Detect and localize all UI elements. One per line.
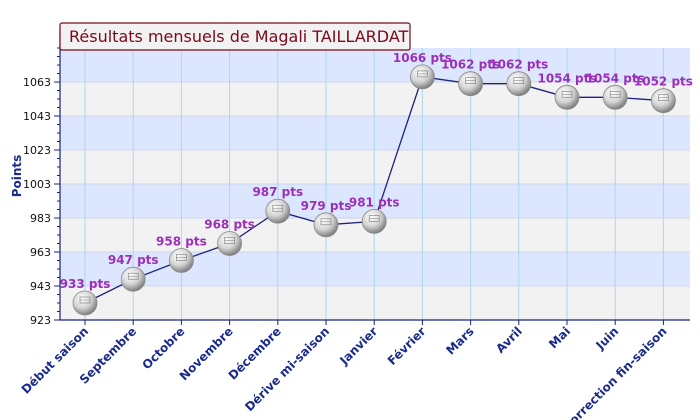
x-tick-label: Début saison bbox=[19, 324, 91, 396]
data-label: 1054 pts bbox=[586, 71, 645, 85]
data-label: 933 pts bbox=[60, 277, 111, 291]
data-point bbox=[120, 266, 146, 292]
data-point bbox=[554, 84, 580, 110]
data-point bbox=[168, 248, 194, 273]
data-label: 1052 pts bbox=[634, 75, 693, 89]
plot-band bbox=[60, 286, 690, 320]
data-label: 1066 pts bbox=[393, 51, 452, 65]
x-tick-label: Dérive mi-saison bbox=[242, 324, 332, 414]
plot-band bbox=[60, 82, 690, 116]
plot-band bbox=[60, 252, 690, 286]
y-tick-label: 923 bbox=[30, 314, 51, 327]
x-tick-label: Janvier bbox=[336, 324, 380, 368]
data-label: 958 pts bbox=[156, 235, 207, 249]
data-label: 947 pts bbox=[108, 253, 159, 267]
data-point bbox=[265, 198, 291, 224]
data-label: 1054 pts bbox=[537, 71, 596, 85]
plot-band bbox=[60, 150, 690, 184]
data-label: 968 pts bbox=[204, 218, 255, 232]
y-tick-label: 1043 bbox=[23, 110, 51, 123]
data-point bbox=[361, 208, 387, 234]
axes bbox=[54, 30, 690, 325]
data-point bbox=[651, 88, 676, 114]
data-point bbox=[72, 290, 98, 316]
data-label: 1062 pts bbox=[489, 58, 548, 72]
y-tick-labels: 923 943 963 983 1003 1023 1043 1063 bbox=[23, 76, 51, 327]
y-tick-label: 963 bbox=[30, 246, 51, 259]
x-tick-label: Mars bbox=[443, 324, 476, 357]
plot-band bbox=[60, 48, 690, 82]
x-tick-label: Juin bbox=[593, 324, 622, 353]
data-label: 1062 pts bbox=[441, 58, 500, 72]
data-label: 987 pts bbox=[252, 185, 303, 199]
x-tick-label: Avril bbox=[493, 324, 525, 356]
y-tick-label: 1003 bbox=[23, 178, 51, 191]
y-tick-label: 943 bbox=[30, 280, 51, 293]
x-tick-label: Mai bbox=[546, 324, 573, 351]
data-label: 979 pts bbox=[301, 199, 352, 213]
chart-title-box: Résultats mensuels de Magali TAILLARDAT bbox=[59, 22, 411, 51]
plot-band bbox=[60, 116, 690, 150]
data-points bbox=[72, 64, 676, 316]
y-tick-label: 1063 bbox=[23, 76, 51, 89]
x-tick-label: Octobre bbox=[139, 324, 187, 372]
x-tick-label: Février bbox=[385, 324, 429, 368]
data-label: 981 pts bbox=[349, 195, 400, 209]
data-point bbox=[409, 64, 435, 90]
chart-title: Résultats mensuels de Magali TAILLARDAT bbox=[69, 27, 409, 46]
data-point bbox=[217, 231, 243, 256]
y-axis-label: Points bbox=[10, 155, 24, 198]
data-point bbox=[458, 71, 484, 97]
y-tick-label: 983 bbox=[30, 212, 51, 225]
data-point bbox=[506, 71, 532, 97]
plot-bands bbox=[60, 48, 690, 321]
data-point bbox=[602, 84, 628, 110]
data-point bbox=[313, 212, 339, 238]
y-tick-label: 1023 bbox=[23, 144, 51, 157]
